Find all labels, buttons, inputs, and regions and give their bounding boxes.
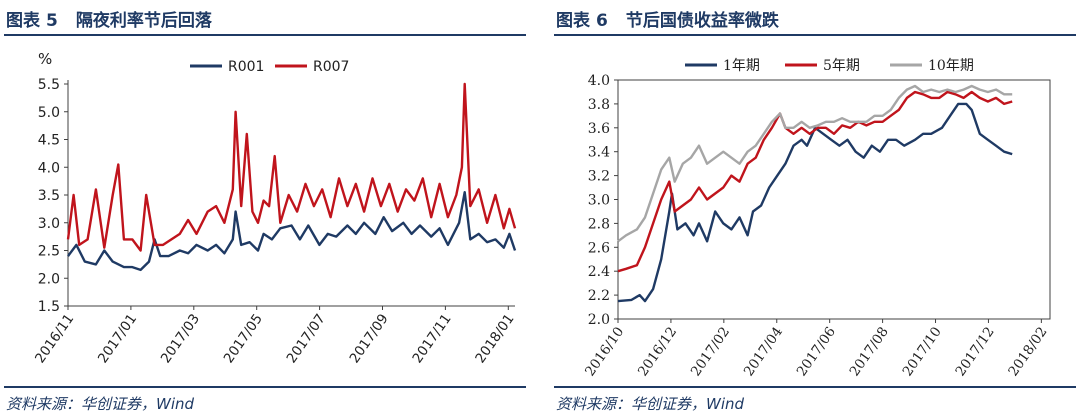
x-tick-label: 2017/06 (794, 324, 839, 379)
line-chart-overnight-rates: 1.5 2.0 2.5 3.0 3.5 4.0 4.5 5.0 5.5 2016/11 2017/0… (32, 50, 518, 366)
y-tick-label: 2.8 (588, 216, 610, 232)
series-line-10年期 (617, 84, 1013, 243)
series-line-R001 (67, 190, 517, 272)
y-tick-label: 3.6 (588, 121, 610, 137)
y-tick-label: 4.0 (38, 160, 60, 176)
source-divider (554, 386, 1076, 388)
title-number: 5 (46, 11, 58, 31)
y-tick-label: 3.0 (38, 216, 60, 232)
y-tick-label: 2.6 (588, 240, 610, 256)
chart-panel-right: 图表 6 节后国债收益率微跌 2.0 2.2 2.4 2.6 2.8 3.0 3.2 3.4 3.6… (550, 0, 1080, 416)
x-tick-label: 2018/01 (472, 311, 517, 366)
x-tick-label: 2017/02 (688, 324, 733, 379)
y-tick-label: 3.8 (588, 97, 610, 113)
x-tick-label: 2016/11 (32, 311, 77, 366)
legend-label: 10年期 (928, 58, 974, 74)
series-line-5年期 (617, 90, 1013, 273)
x-tick-label: 2017/03 (158, 311, 203, 366)
y-tick-label: 5.0 (38, 105, 60, 121)
x-tick-label: 2017/10 (900, 324, 945, 379)
title-prefix: 图表 (556, 11, 590, 31)
title-number: 6 (596, 11, 608, 31)
y-tick-label: 1.5 (38, 299, 60, 315)
y-tick-label: 4.5 (38, 133, 60, 149)
y-tick-label: 2.4 (588, 264, 610, 280)
series-line-R007 (66, 82, 517, 252)
legend-label: 5年期 (823, 58, 860, 74)
plot-frame (617, 79, 1051, 320)
y-tick-label: 2.5 (38, 244, 60, 260)
y-tick-label: 4.0 (588, 73, 610, 89)
y-tick-label: 2.0 (38, 271, 60, 287)
title-text: 节后国债收益率微跌 (625, 11, 779, 31)
y-tick-label: 3.0 (588, 193, 610, 209)
x-tick-label: 2017/09 (346, 311, 391, 366)
x-tick-label: 2017/04 (741, 324, 786, 379)
source-divider (4, 386, 526, 388)
chart-title-right: 图表 6 节后国债收益率微跌 (556, 6, 779, 31)
x-tick-label: 2017/07 (284, 311, 329, 366)
source-note: 资料来源：华创证券，Wind (6, 395, 195, 413)
x-tick-label: 2017/05 (221, 311, 266, 366)
x-tick-label: 2018/02 (1005, 324, 1050, 379)
y-tick-label: 5.5 (38, 77, 60, 93)
x-tick-label: 2017/08 (847, 324, 892, 379)
y-tick-label: 2.2 (588, 288, 610, 304)
x-tick-label: 2017/01 (95, 311, 140, 366)
y-tick-label: 3.4 (588, 145, 610, 161)
title-prefix: 图表 (6, 11, 40, 31)
y-tick-label: 3.2 (588, 169, 610, 185)
title-divider (4, 34, 526, 36)
legend-label: R001 (228, 59, 264, 75)
source-note: 资料来源：华创证券，Wind (556, 395, 745, 413)
y-tick-label: 2.0 (588, 312, 610, 328)
legend-label: R007 (313, 59, 349, 75)
title-text: 隔夜利率节后回落 (75, 11, 212, 31)
x-tick-label: 2017/12 (952, 324, 997, 379)
title-divider (554, 34, 1076, 36)
x-tick-label: 2016/12 (635, 324, 680, 379)
y-axis-unit: % (38, 50, 52, 68)
legend-label: 1年期 (723, 58, 760, 74)
x-tick-label: 2016/10 (582, 324, 627, 379)
x-tick-label: 2017/11 (409, 311, 454, 366)
chart-title-left: 图表 5 隔夜利率节后回落 (6, 6, 212, 31)
series-line-1年期 (617, 102, 1013, 303)
line-chart-treasury-yields: 2.0 2.2 2.4 2.6 2.8 3.0 3.2 3.4 3.6 3.8 4.0 2016/10… (582, 58, 1051, 379)
y-tick-label: 3.5 (38, 188, 60, 204)
chart-panel-left: 图表 5 隔夜利率节后回落 1.5 2.0 2.5 3.0 3.5 4.0 4.5 5.0 5.5 2… (0, 0, 530, 416)
